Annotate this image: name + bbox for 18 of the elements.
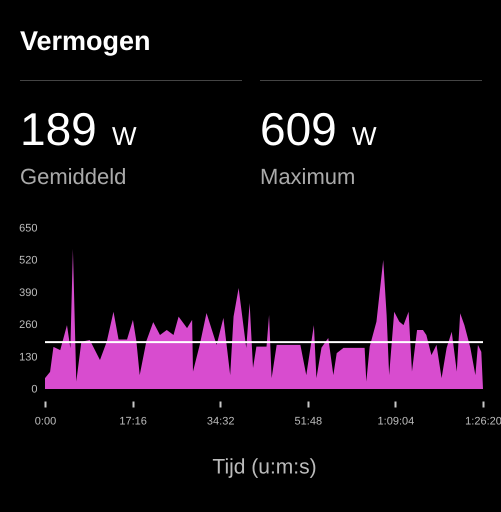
y-tick-label: 520	[19, 254, 38, 267]
x-tick-label: 1:26:20	[465, 416, 501, 428]
chart-title: Vermogen	[20, 26, 151, 57]
text: 609 W	[260, 103, 377, 155]
y-tick-label: 260	[19, 319, 38, 332]
x-tick-label: 0:00	[34, 416, 56, 428]
x-tick-label: 51:48	[294, 416, 322, 428]
x-tick-label: 17:16	[119, 416, 147, 428]
y-tick-label: 130	[19, 351, 38, 364]
text: 189 W	[20, 103, 137, 155]
x-tick-label: 34:32	[206, 416, 234, 428]
text: Gemiddeld	[20, 164, 126, 190]
x-tick-label: 1:09:04	[378, 416, 414, 428]
y-tick-label: 0	[31, 384, 38, 396]
text: Maximum	[260, 164, 356, 190]
x-axis-title: Tijd (u:m:s)	[212, 456, 317, 478]
y-tick-label: 390	[19, 286, 38, 299]
y-tick-label: 650	[19, 222, 38, 234]
